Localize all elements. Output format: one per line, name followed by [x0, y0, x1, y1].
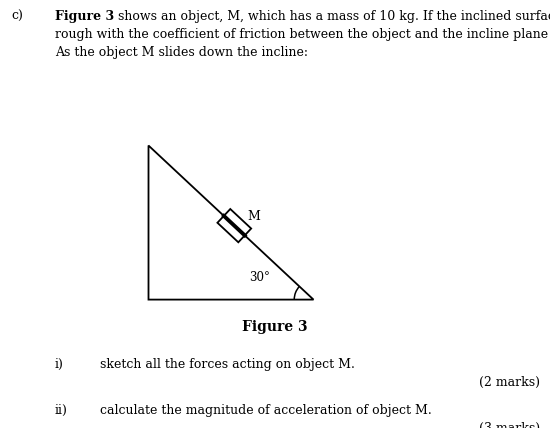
Text: rough with the coefficient of friction between the object and the incline plane : rough with the coefficient of friction b… — [55, 28, 550, 41]
Text: ii): ii) — [55, 404, 68, 416]
Text: shows an object, M, which has a mass of 10 kg. If the inclined surface is: shows an object, M, which has a mass of … — [118, 10, 550, 23]
Text: Figure 3: Figure 3 — [242, 320, 308, 333]
Text: As the object M slides down the incline:: As the object M slides down the incline: — [55, 46, 308, 59]
Text: (2 marks): (2 marks) — [479, 376, 540, 389]
Text: 30°: 30° — [249, 271, 270, 284]
Polygon shape — [217, 209, 251, 242]
Text: (3 marks): (3 marks) — [479, 422, 540, 428]
Text: M: M — [247, 211, 260, 223]
Text: calculate the magnitude of acceleration of object M.: calculate the magnitude of acceleration … — [100, 404, 432, 416]
Text: c): c) — [11, 10, 23, 23]
Text: Figure 3: Figure 3 — [55, 10, 114, 23]
Text: sketch all the forces acting on object M.: sketch all the forces acting on object M… — [100, 358, 355, 371]
Text: i): i) — [55, 358, 64, 371]
